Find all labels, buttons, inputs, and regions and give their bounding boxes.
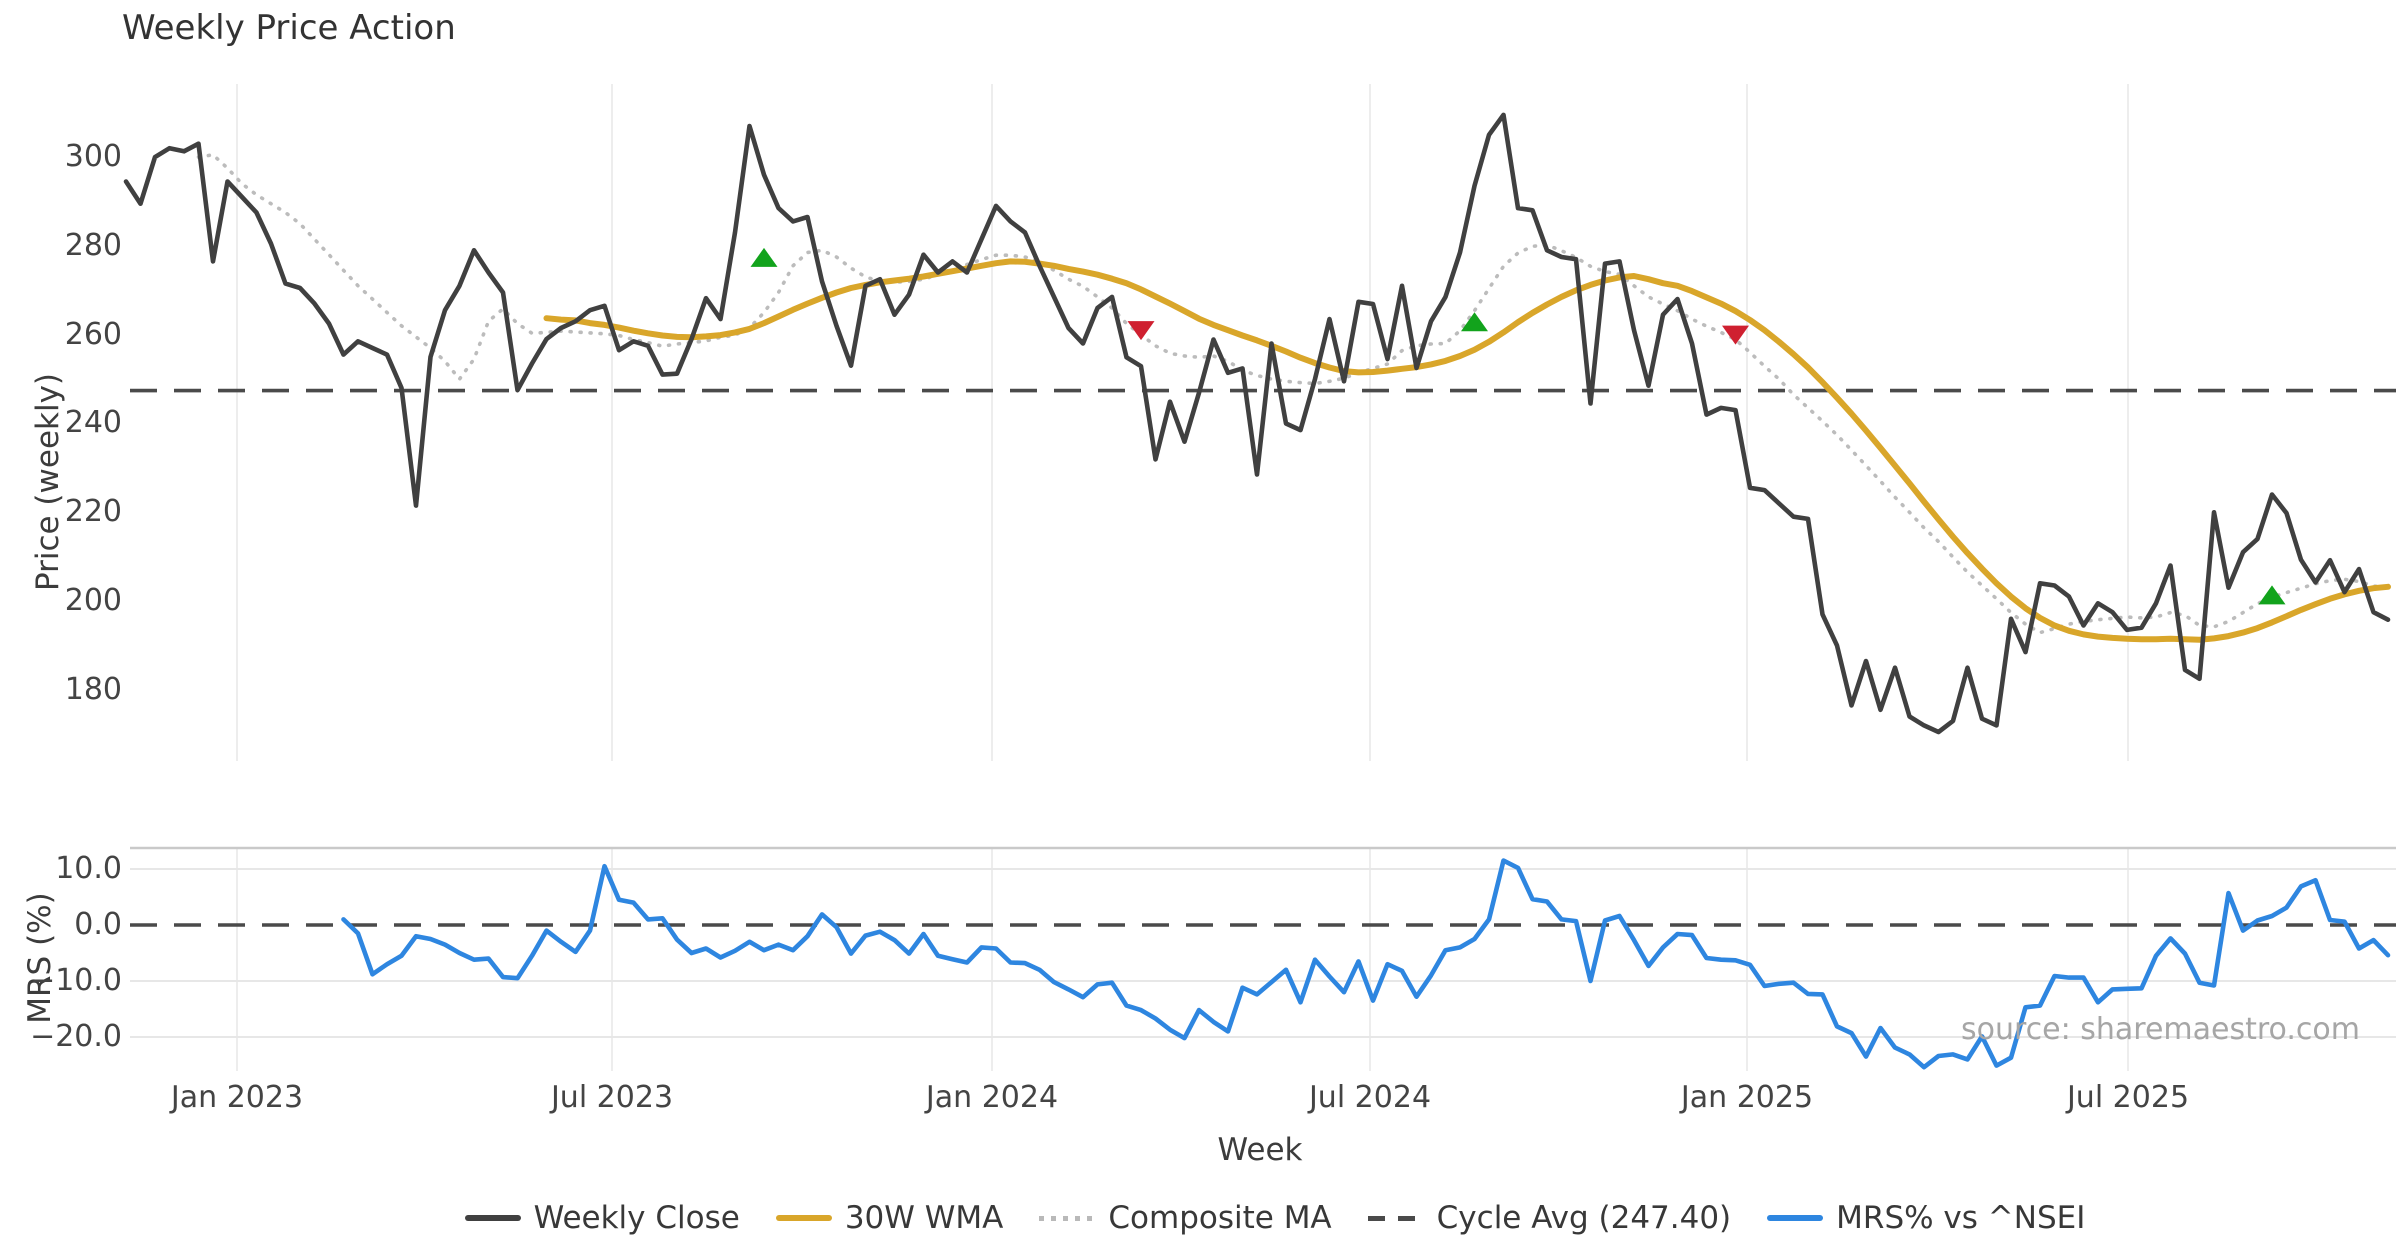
- price-y-tick: 280: [64, 227, 122, 263]
- x-axis-label: Week: [1217, 1132, 1303, 1168]
- sell-signal-triangle-icon: [1127, 321, 1155, 341]
- price-y-tick: 200: [64, 583, 122, 619]
- wma-30w-line: [543, 258, 2391, 643]
- sell-signal-triangle-icon: [1722, 325, 1749, 345]
- mrs-y-tick: −10.0: [30, 963, 122, 998]
- legend-item-cycle-avg: Cycle Avg (247.40): [1367, 1200, 1731, 1236]
- legend-item-composite-ma: Composite MA: [1039, 1200, 1332, 1236]
- composite-ma-line: [196, 153, 2390, 635]
- legend-item-30w-wma: 30W WMA: [775, 1200, 1003, 1236]
- cycle-avg-swatch-icon: [1367, 1215, 1424, 1221]
- price-y-tick: 300: [64, 139, 122, 175]
- mrs-y-tick: 0.0: [74, 907, 122, 942]
- mrs-swatch-icon: [1767, 1215, 1824, 1221]
- legend-item-mrs: MRS% vs ^NSEI: [1767, 1200, 2085, 1236]
- x-tick: Jul 2023: [550, 1080, 674, 1115]
- buy-signal-triangle-icon: [2258, 585, 2286, 605]
- mrs-y-tick: 10.0: [55, 851, 122, 886]
- price-y-tick: 180: [64, 671, 122, 707]
- weekly-close-swatch-icon: [464, 1215, 521, 1221]
- x-tick: Jan 2024: [925, 1080, 1059, 1115]
- legend: Weekly Close 30W WMA Composite MA Cycle …: [0, 1200, 2400, 1236]
- source-note: source: sharemaestro.com: [1961, 1012, 2360, 1047]
- price-y-tick: 220: [64, 494, 122, 530]
- x-tick: Jan 2023: [170, 1080, 304, 1115]
- mrs-y-tick: −20.0: [30, 1019, 122, 1054]
- mrs-line: [341, 858, 2391, 1070]
- chart-title: Weekly Price Action: [122, 8, 456, 48]
- mrs-y-axis-label: MRS (%): [22, 892, 58, 1024]
- price-y-tick: 260: [64, 316, 122, 352]
- x-tick: Jan 2025: [1680, 1080, 1814, 1115]
- composite-ma-swatch-icon: [1039, 1215, 1096, 1221]
- buy-signal-triangle-icon: [1461, 312, 1488, 332]
- buy-signal-triangle-icon: [750, 247, 778, 267]
- weekly-close-line: [123, 112, 2391, 735]
- price-y-axis-label: Price (weekly): [30, 372, 66, 592]
- legend-item-weekly-close: Weekly Close: [464, 1200, 740, 1236]
- wma-swatch-icon: [775, 1215, 832, 1221]
- price-y-tick: 240: [64, 405, 122, 441]
- x-tick: Jul 2024: [1308, 1080, 1432, 1115]
- x-tick: Jul 2025: [2066, 1080, 2190, 1115]
